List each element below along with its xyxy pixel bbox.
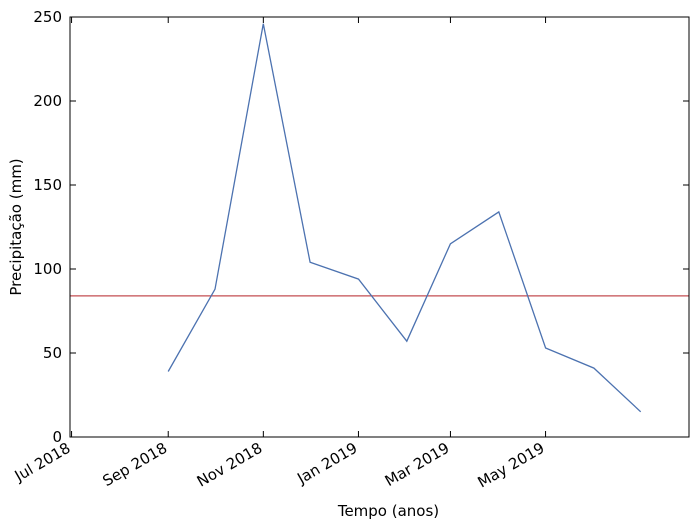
- y-tick-label: 250: [33, 8, 62, 26]
- x-axis-title: Tempo (anos): [337, 502, 439, 520]
- x-tick-label: Jan 2019: [293, 439, 360, 488]
- y-tick-label: 0: [52, 428, 62, 446]
- y-axis-ticks: 0 50 100 150 200 250: [33, 8, 689, 446]
- x-tick-label: Nov 2018: [194, 439, 266, 491]
- y-tick-label: 100: [33, 260, 62, 278]
- x-axis-ticks: Jul 2018 Sep 2018 Nov 2018 Jan 2019 Mar 2019…: [11, 17, 548, 491]
- y-tick-label: 200: [33, 92, 62, 110]
- x-tick-label: May 2019: [475, 439, 548, 492]
- y-axis-title: Precipitação (mm): [7, 158, 25, 295]
- x-tick-label: Mar 2019: [382, 439, 453, 490]
- x-tick-label: Sep 2018: [100, 439, 171, 490]
- y-tick-label: 150: [33, 176, 62, 194]
- x-tick-label: Jul 2018: [11, 439, 74, 486]
- plot-content: [70, 23, 689, 413]
- series-line: [167, 23, 642, 413]
- y-tick-label: 50: [43, 344, 62, 362]
- plot-frame: [69, 16, 690, 438]
